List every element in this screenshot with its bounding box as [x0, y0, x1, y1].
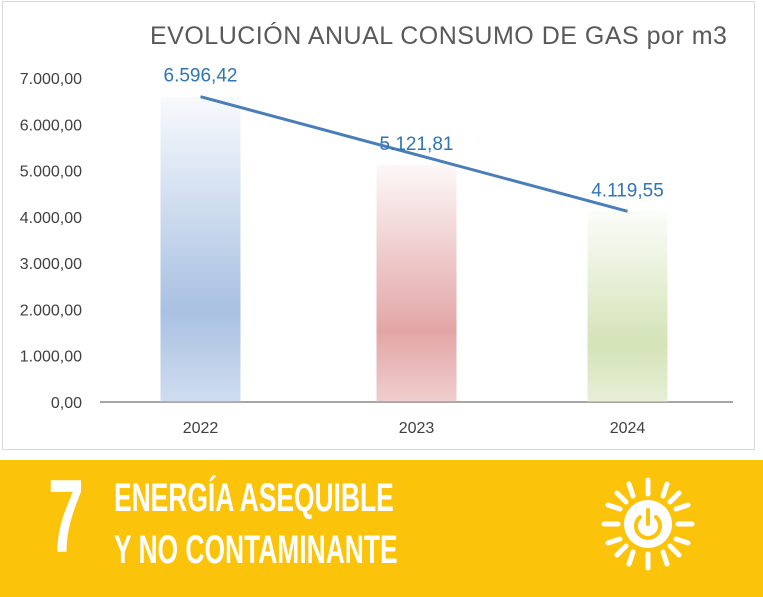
trend-line [200, 95, 628, 213]
data-label: 5.121,81 [380, 134, 454, 155]
y-tick-label: 0,00 [51, 395, 82, 412]
y-tick-label: 4.000,00 [20, 210, 82, 227]
x-tick-label: 2022 [183, 420, 219, 437]
bar-2024 [587, 211, 668, 402]
bar-2022 [160, 96, 241, 402]
data-label: 4.119,55 [591, 180, 664, 201]
y-tick-label: 6.000,00 [20, 117, 82, 134]
sun-power-icon [601, 477, 695, 571]
bar-chart: 0,00 1.000,00 2.000,00 3.000,00 4.000,00 5.00… [20, 66, 733, 437]
chart-title: EVOLUCIÓN ANUAL CONSUMO DE GAS por m3 [150, 22, 728, 50]
sdg-number: 7 [48, 459, 84, 575]
y-tick-label: 7.000,00 [20, 71, 82, 88]
sdg-title-line1: ENERGÍA ASEQUIBLE [114, 476, 394, 520]
y-tick-label: 3.000,00 [20, 256, 82, 273]
y-tick-label: 1.000,00 [20, 349, 82, 366]
x-tick-label: 2024 [610, 420, 646, 437]
x-tick-label: 2023 [399, 420, 435, 437]
sdg-title-line2: Y NO CONTAMINANTE [114, 528, 398, 572]
y-tick-label: 2.000,00 [20, 302, 82, 319]
y-tick-label: 5.000,00 [20, 164, 82, 181]
bar-2023 [376, 164, 457, 402]
data-label: 6.596,42 [164, 66, 238, 87]
